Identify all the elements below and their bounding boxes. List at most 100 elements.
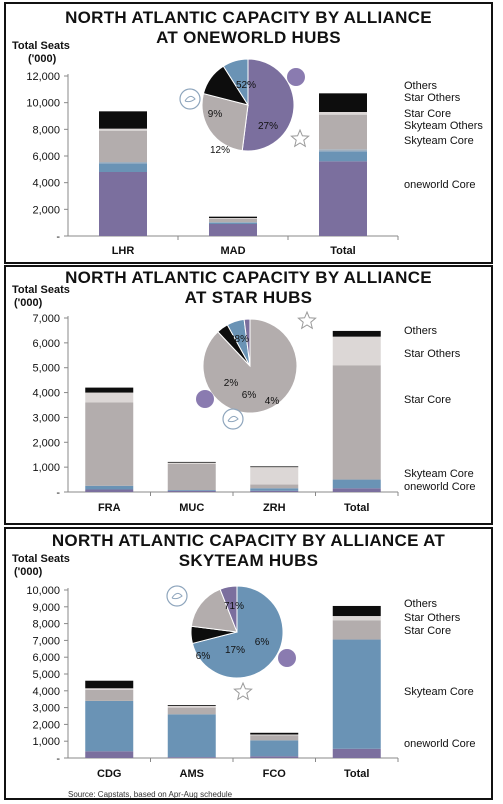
legend-label: Skyteam Core (404, 468, 474, 480)
chart-panel-star: NORTH ATLANTIC CAPACITY BY ALLIANCE AT S… (4, 265, 493, 525)
y-tick-label: - (56, 753, 60, 765)
pie-slice (190, 588, 238, 633)
pie-slice (222, 58, 249, 107)
category-label: Total (344, 768, 369, 780)
bar-segment (250, 756, 299, 758)
bar-segment (99, 111, 147, 129)
y-tick-label: - (56, 231, 60, 243)
bar-segment (167, 714, 216, 758)
bar-segment (209, 216, 257, 218)
y-tick-label: 5,000 (32, 669, 60, 681)
y-tick-label: 3,000 (32, 703, 60, 715)
bar-segment (250, 467, 299, 485)
y-axis-label: Total Seats ('000) (12, 284, 70, 310)
bar-segment (167, 490, 216, 491)
skyteam-logo-swirl (227, 415, 239, 423)
pie-slice-label: 12% (210, 145, 230, 156)
category-label: MUC (179, 502, 204, 514)
bar-segment (332, 479, 381, 489)
legend-label: Others (404, 80, 438, 92)
bar-segment (167, 705, 216, 706)
y-tick-label: 2,000 (32, 719, 60, 731)
bar-segment (99, 163, 147, 172)
bar-segment (250, 488, 299, 491)
star-alliance-logo-icon (290, 128, 310, 148)
legend-label: Others (404, 598, 438, 610)
pie-slice (243, 318, 251, 367)
bar-segment (167, 490, 216, 492)
bar-segment (209, 222, 257, 223)
bar-segment (332, 620, 381, 640)
bar-segment (85, 689, 134, 701)
pie-slice-label: 6% (196, 651, 211, 662)
bar-segment (250, 466, 299, 468)
legend-label: oneworld Core (404, 179, 476, 191)
pie-slice-label: 4% (265, 396, 280, 407)
y-axis-label-line1: Total Seats (12, 40, 70, 52)
category-label: AMS (180, 768, 204, 780)
bar-segment (85, 489, 134, 492)
pie-slice-label: 9% (208, 109, 223, 120)
bar-segment (319, 151, 367, 162)
bar-segment (332, 748, 381, 758)
bar-segment (209, 224, 257, 236)
bar-segment (99, 128, 147, 131)
pie-slice-label: 17% (225, 645, 245, 656)
bar-segment (167, 705, 216, 708)
y-axis-label: Total Seats ('000) (12, 553, 70, 579)
category-label: CDG (97, 768, 121, 780)
pie-slice-label: 6% (242, 390, 257, 401)
bar-segment (167, 461, 216, 463)
chart-svg-star: - 1,000 2,000 3,000 4,000 5,000 6,000 7,000 FRA M… (32, 310, 476, 514)
star-alliance-logo-icon (233, 681, 253, 701)
bar-segment (99, 172, 147, 236)
bar-segment (332, 616, 381, 621)
pie-slice (191, 585, 284, 679)
chart-title-line1: NORTH ATLANTIC CAPACITY BY ALLIANCE (65, 8, 432, 27)
y-tick-label: 6,000 (32, 652, 60, 664)
bar-segment (85, 700, 134, 752)
y-axis-label-line2: ('000) (14, 297, 43, 309)
y-tick-label: 7,000 (32, 313, 60, 325)
y-tick-label: 2,000 (32, 204, 60, 216)
y-tick-label: 4,000 (32, 178, 60, 190)
bar-segment (209, 222, 257, 224)
bar-segment (250, 732, 299, 735)
y-axis-label-line1: Total Seats (12, 284, 70, 296)
y-tick-label: 6,000 (32, 338, 60, 350)
legend-label: Skyteam Core (404, 686, 474, 698)
pie-slice-label: 52% (236, 80, 256, 91)
y-tick-label: 4,000 (32, 388, 60, 400)
legend-label: Star Core (404, 108, 451, 120)
star-alliance-logo-icon (297, 310, 317, 330)
bar-segment (250, 490, 299, 492)
bar-segment (332, 639, 381, 749)
bar-segment (332, 488, 381, 492)
bar-segment (250, 740, 299, 757)
bar-segment (167, 462, 216, 464)
category-label: FCO (263, 768, 287, 780)
bar-segment (319, 93, 367, 112)
bar-segment (85, 387, 134, 393)
chart-title-line2: SKYTEAM HUBS (178, 551, 319, 570)
legend-label: oneworld Core (404, 738, 476, 750)
legend-label: Skyteam Others (404, 120, 483, 132)
bar-segment (250, 735, 299, 741)
skyteam-logo-icon (166, 585, 188, 607)
bar-segment (250, 484, 299, 489)
bar-segment (167, 757, 216, 758)
category-label: LHR (112, 245, 135, 257)
pie-slice-label: 88% (229, 334, 249, 345)
category-label: MAD (220, 245, 245, 257)
y-axis-label-line2: ('000) (14, 566, 43, 578)
legend-label: Skyteam Core (404, 135, 474, 147)
pie-slice-label: 71% (224, 601, 244, 612)
category-label: FRA (98, 502, 121, 514)
chart-title-line2: AT STAR HUBS (184, 288, 313, 307)
source-note: Source: Capstats, based on Apr-Aug sched… (68, 790, 233, 799)
bar-segment (85, 485, 134, 490)
skyteam-logo-swirl (171, 592, 183, 600)
bar-segment (319, 149, 367, 152)
pie-slice (201, 92, 249, 152)
bar-segment (99, 162, 147, 164)
